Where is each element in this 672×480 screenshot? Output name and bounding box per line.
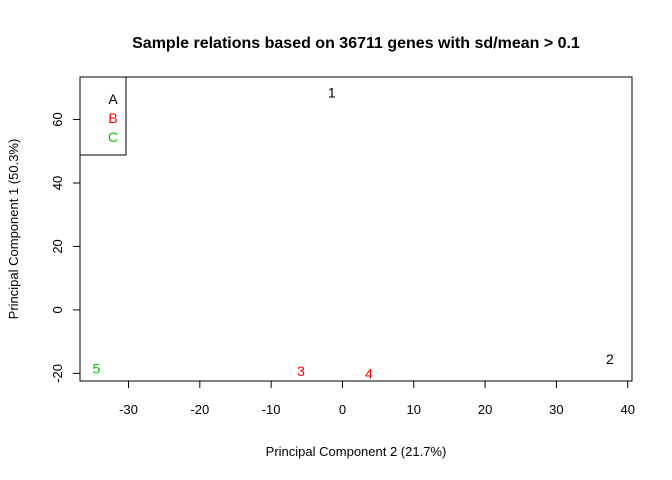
x-tick-label: 30 [549,402,563,417]
data-point-2: 2 [606,351,614,367]
y-tick-label: 20 [50,239,65,253]
y-tick-label: 0 [50,306,65,313]
y-axis: -20 0 20 40 60 [50,112,81,383]
x-tick-label: 40 [620,402,634,417]
y-tick-label: 60 [50,112,65,126]
legend-entry-A: A [108,91,118,107]
data-point-1: 1 [328,85,336,101]
legend-entry-C: C [108,129,118,145]
data-point-3: 3 [297,363,305,379]
legend: ABC [79,76,127,156]
data-points: 1 2 3 4 5 [93,85,614,382]
chart-title: Sample relations based on 36711 genes wi… [132,35,580,52]
x-axis: -30 -20 -10 0 10 20 30 40 [119,380,635,417]
y-axis-label: Principal Component 1 (50.3%) [6,139,21,320]
x-tick-label: 10 [407,402,421,417]
x-tick-label: -30 [119,402,138,417]
legend-box [79,76,127,156]
data-point-4: 4 [365,365,373,381]
y-tick-label: -20 [50,364,65,383]
y-tick-label: 40 [50,176,65,190]
legend-entry-B: B [108,110,117,126]
x-tick-label: 0 [339,402,346,417]
plot-area [79,76,633,382]
x-tick-label: 20 [478,402,492,417]
x-axis-label: Principal Component 2 (21.7%) [266,444,447,459]
data-point-5: 5 [93,361,101,377]
x-tick-label: -20 [190,402,209,417]
x-tick-label: -10 [262,402,281,417]
